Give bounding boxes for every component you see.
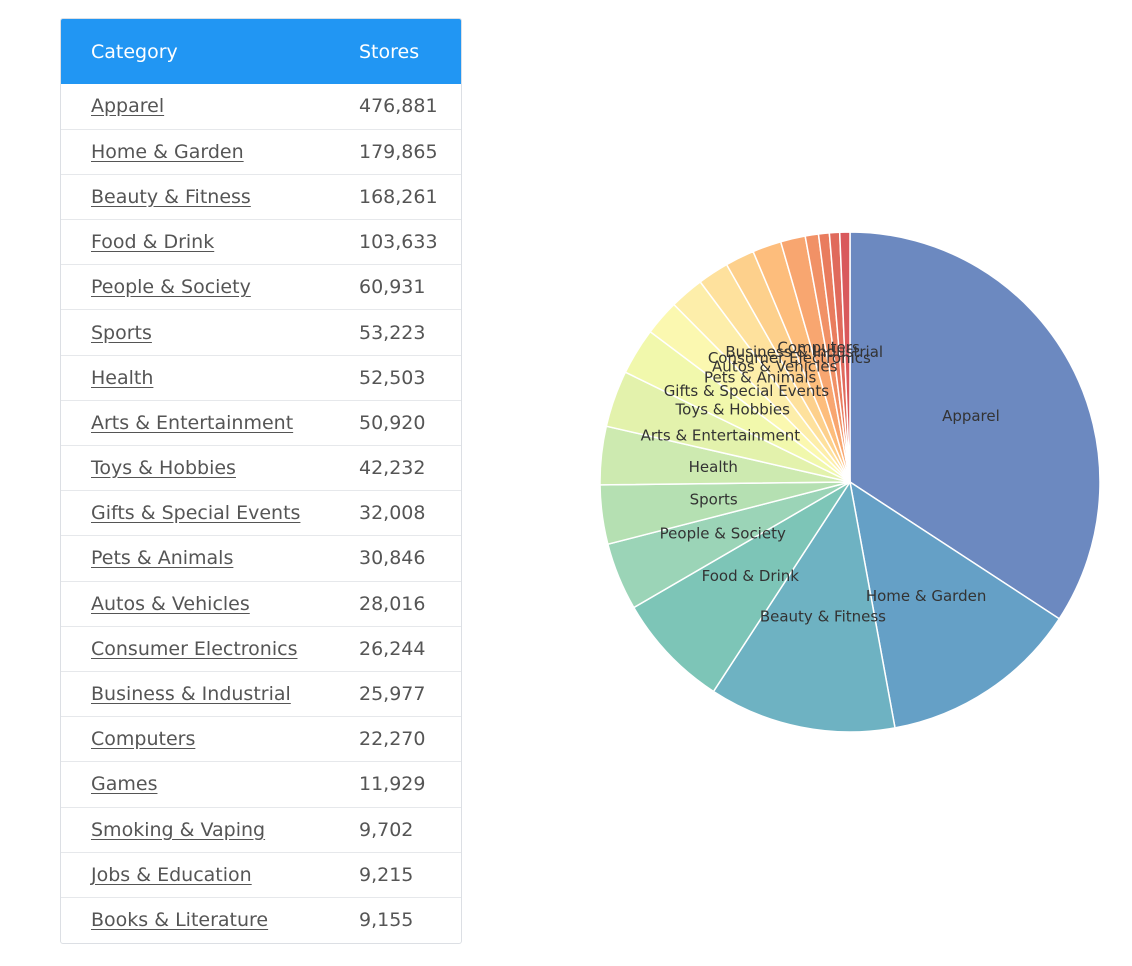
pie-chart: Apparel Home & Garden Beauty & Fitness Food… [599, 231, 1101, 733]
category-link[interactable]: Sports [91, 321, 152, 344]
category-link[interactable]: Health [91, 366, 154, 389]
category-link[interactable]: Apparel [91, 95, 165, 118]
pie-label-beauty-and-fitness: Beauty & Fitness [760, 607, 886, 625]
table-row: Consumer Electronics 26,244 [61, 626, 461, 671]
store-count: 25,977 [359, 683, 426, 706]
table-row: Arts & Entertainment 50,920 [61, 400, 461, 445]
store-count: 50,920 [359, 411, 426, 434]
pie-label-food-and-drink: Food & Drink [702, 567, 800, 585]
store-count: 60,931 [359, 276, 426, 299]
category-link[interactable]: People & Society [91, 276, 251, 299]
pie-slice-books-and-literature[interactable] [838, 231, 851, 483]
category-link[interactable]: Computers [91, 728, 196, 751]
category-link[interactable]: Beauty & Fitness [91, 185, 251, 208]
table-header-row: Category Stores [61, 19, 461, 84]
store-count: 9,215 [359, 863, 414, 886]
category-link[interactable]: Food & Drink [91, 231, 215, 254]
table-row: Computers 22,270 [61, 716, 461, 762]
pie-label-apparel: Apparel [942, 407, 1000, 425]
table-row: Smoking & Vaping 9,702 [61, 807, 461, 852]
table-row: Toys & Hobbies 42,232 [61, 445, 461, 491]
store-count: 476,881 [359, 95, 438, 118]
pie-label-health: Health [689, 458, 738, 476]
table-row: Sports 53,223 [61, 309, 461, 355]
pie-label-sports: Sports [690, 491, 738, 509]
category-link[interactable]: Arts & Entertainment [91, 411, 294, 434]
table-row: People & Society 60,931 [61, 264, 461, 310]
store-count: 28,016 [359, 592, 426, 615]
pie-label-autos-and-vehicles: Autos & Vehicles [712, 357, 838, 375]
store-count: 53,223 [359, 321, 426, 344]
pie-slice-food-and-drink[interactable] [632, 481, 851, 693]
pie-label-toys-and-hobbies: Toys & Hobbies [675, 401, 791, 419]
table-row: Food & Drink 103,633 [61, 219, 461, 265]
table-row: Beauty & Fitness 168,261 [61, 174, 461, 219]
store-count: 11,929 [359, 773, 426, 796]
header-stores[interactable]: Stores [359, 40, 420, 63]
pie-label-arts-and-entertainment: Arts & Entertainment [641, 427, 801, 445]
table-row: Autos & Vehicles 28,016 [61, 581, 461, 626]
store-count: 42,232 [359, 457, 426, 480]
table-row: Apparel 476,881 [61, 84, 461, 129]
store-count: 9,155 [359, 909, 414, 932]
pie-label-business-and-industrial: Business & Industrial [725, 343, 883, 361]
pie-slice-home-and-garden[interactable] [848, 480, 1061, 729]
category-link[interactable]: Business & Industrial [91, 683, 291, 706]
table-row: Books & Literature 9,155 [61, 897, 461, 942]
table-row: Home & Garden 179,865 [61, 129, 461, 174]
category-link[interactable]: Books & Literature [91, 909, 269, 932]
table-row: Business & Industrial 25,977 [61, 671, 461, 716]
pie-label-home-and-garden: Home & Garden [866, 587, 987, 605]
table-row: Pets & Animals 30,846 [61, 535, 461, 581]
category-link[interactable]: Pets & Animals [91, 547, 234, 570]
store-count: 103,633 [359, 231, 438, 254]
stores-table: Category Stores Apparel 476,881 Home & Ga… [60, 18, 462, 944]
category-link[interactable]: Jobs & Education [91, 863, 252, 886]
header-category[interactable]: Category [91, 40, 178, 63]
pie-slice-beauty-and-fitness[interactable] [712, 480, 896, 733]
category-link[interactable]: Games [91, 773, 158, 796]
pie-label-pets-and-animals: Pets & Animals [704, 368, 817, 386]
category-link[interactable]: Consumer Electronics [91, 637, 298, 660]
pie-label-gifts-and-special-events: Gifts & Special Events [664, 382, 830, 400]
category-link[interactable]: Gifts & Special Events [91, 502, 301, 525]
table-row: Jobs & Education 9,215 [61, 852, 461, 897]
store-count: 52,503 [359, 366, 426, 389]
pie-chart-container: Apparel Home & Garden Beauty & Fitness Food… [590, 222, 1110, 742]
store-count: 32,008 [359, 502, 426, 525]
store-count: 179,865 [359, 140, 438, 163]
category-link[interactable]: Autos & Vehicles [91, 592, 250, 615]
store-count: 26,244 [359, 637, 426, 660]
table-row: Games 11,929 [61, 761, 461, 807]
store-count: 9,702 [359, 818, 414, 841]
store-count: 168,261 [359, 185, 438, 208]
pie-label-computers: Computers [777, 339, 860, 357]
pie-label-people-and-society: People & Society [660, 525, 786, 543]
table-row: Health 52,503 [61, 355, 461, 400]
category-link[interactable]: Toys & Hobbies [91, 457, 236, 480]
table-row: Gifts & Special Events 32,008 [61, 490, 461, 536]
store-count: 22,270 [359, 728, 426, 751]
pie-label-consumer-electronics: Consumer Electronics [708, 349, 871, 367]
category-link[interactable]: Smoking & Vaping [91, 818, 266, 841]
category-link[interactable]: Home & Garden [91, 140, 244, 163]
store-count: 30,846 [359, 547, 426, 570]
